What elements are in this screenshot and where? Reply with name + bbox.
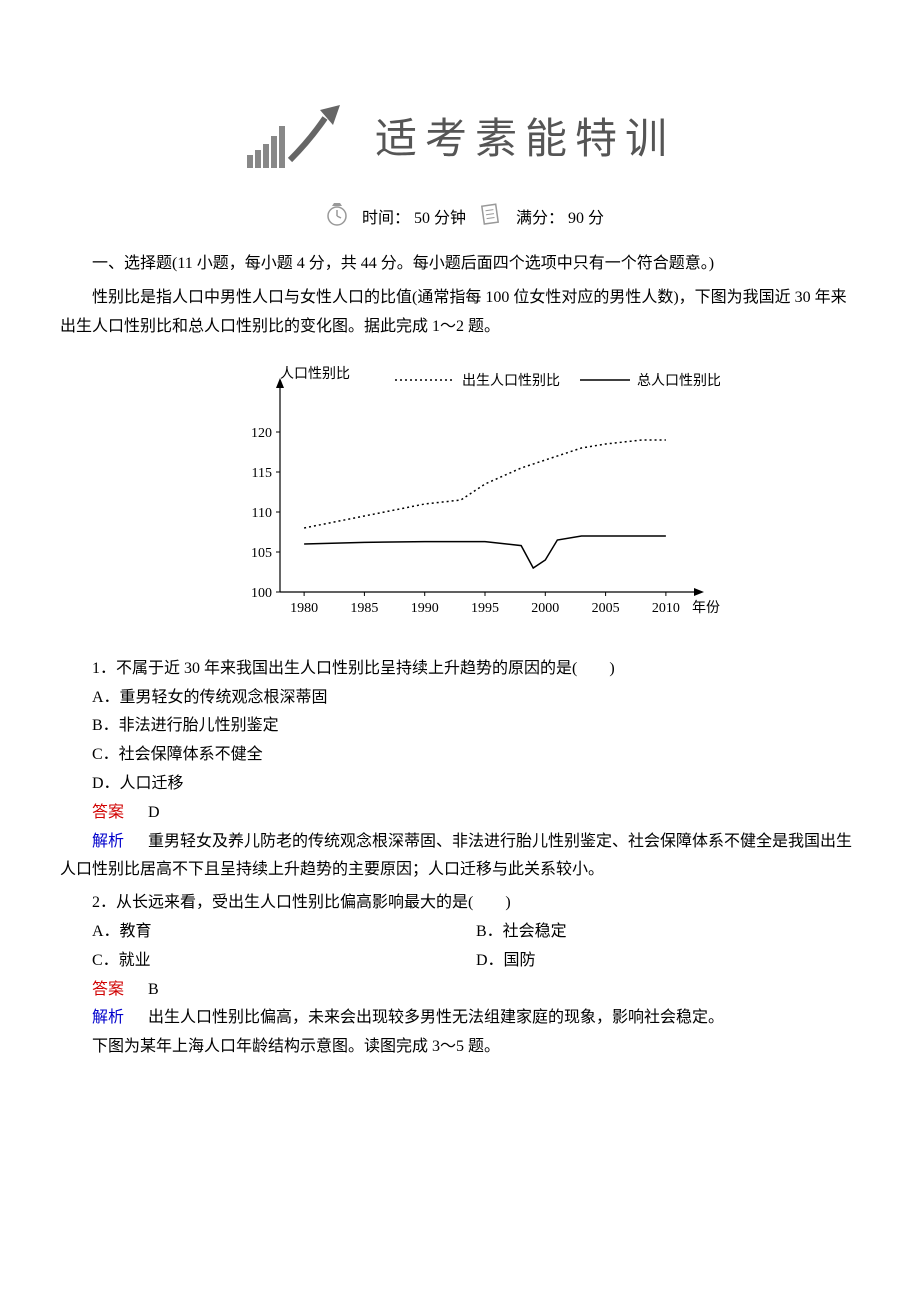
q2-optB: B．社会稳定 <box>476 918 860 947</box>
q1-answer-line: 答案 D <box>60 799 860 828</box>
svg-text:1995: 1995 <box>471 601 499 616</box>
q1-analysis-label: 解析 <box>92 833 124 850</box>
chart-container: 100 105 110 115 120 1980 1985 1990 1995 2000 2005 2… <box>60 352 860 643</box>
svg-text:总人口性别比: 总人口性别比 <box>637 373 720 389</box>
q2-row2: C．就业 D．国防 <box>60 947 860 976</box>
svg-text:2010: 2010 <box>652 601 680 616</box>
q1-optA: A．重男轻女的传统观念根深蒂固 <box>60 684 860 713</box>
q1-analysis: 解析 重男轻女及养儿防老的传统观念根深蒂固、非法进行胎儿性别鉴定、社会保障体系不… <box>60 828 860 886</box>
paper-icon <box>478 201 504 238</box>
section-heading: 一、选择题(11 小题，每小题 4 分，共 44 分。每小题后面四个选项中只有一… <box>60 250 860 279</box>
banner-title: 适考素能特训 <box>375 103 675 179</box>
svg-text:出生人口性别比: 出生人口性别比 <box>462 373 560 389</box>
q2-answer-line: 答案 B <box>60 976 860 1005</box>
svg-text:年份: 年份 <box>692 600 720 616</box>
q1-optC: C．社会保障体系不健全 <box>60 741 860 770</box>
q2-answer-label: 答案 <box>92 981 124 998</box>
q2-analysis-label: 解析 <box>92 1009 124 1026</box>
svg-text:人口性别比: 人口性别比 <box>280 366 350 382</box>
svg-text:2000: 2000 <box>531 601 559 616</box>
q1-optB: B．非法进行胎儿性别鉴定 <box>60 712 860 741</box>
time-value: 50 分钟 <box>414 210 466 227</box>
svg-text:120: 120 <box>251 426 272 441</box>
banner: 适考素能特训 <box>60 100 860 181</box>
q2-analysis-text: 出生人口性别比偏高，未来会出现较多男性无法组建家庭的现象，影响社会稳定。 <box>148 1009 724 1026</box>
q2-answer-value: B <box>148 981 159 998</box>
q1-stem: 1．不属于近 30 年来我国出生人口性别比呈持续上升趋势的原因的是( ) <box>60 655 860 684</box>
q1-answer-label: 答案 <box>92 804 124 821</box>
svg-text:1985: 1985 <box>350 601 378 616</box>
q2-optC: C．就业 <box>92 947 476 976</box>
time-label: 时间： <box>362 210 410 227</box>
next-intro: 下图为某年上海人口年龄结构示意图。读图完成 3～5 题。 <box>60 1033 860 1062</box>
banner-icon <box>245 100 355 181</box>
svg-text:105: 105 <box>251 546 272 561</box>
svg-text:115: 115 <box>252 466 272 481</box>
q2-optD: D．国防 <box>476 947 860 976</box>
q2-optA: A．教育 <box>92 918 476 947</box>
svg-text:100: 100 <box>251 586 272 601</box>
score-label: 满分： <box>516 210 564 227</box>
clock-icon <box>324 201 350 238</box>
banner-inner: 适考素能特训 <box>245 100 675 181</box>
score-value: 90 分 <box>568 210 604 227</box>
svg-text:1990: 1990 <box>411 601 439 616</box>
q1-analysis-text: 重男轻女及养儿防老的传统观念根深蒂固、非法进行胎儿性别鉴定、社会保障体系不健全是… <box>60 833 852 879</box>
q2-row1: A．教育 B．社会稳定 <box>60 918 860 947</box>
sex-ratio-chart: 100 105 110 115 120 1980 1985 1990 1995 2000 2005 2… <box>200 352 720 632</box>
svg-text:1980: 1980 <box>290 601 318 616</box>
time-score-row: 时间： 50 分钟 满分： 90 分 <box>60 201 860 238</box>
svg-text:110: 110 <box>252 506 272 521</box>
q2-stem: 2．从长远来看，受出生人口性别比偏高影响最大的是( ) <box>60 889 860 918</box>
q1-answer-value: D <box>148 804 160 821</box>
section-intro: 性别比是指人口中男性人口与女性人口的比值(通常指每 100 位女性对应的男性人数… <box>60 284 860 342</box>
q1-optD: D．人口迁移 <box>60 770 860 799</box>
q2-analysis: 解析 出生人口性别比偏高，未来会出现较多男性无法组建家庭的现象，影响社会稳定。 <box>60 1004 860 1033</box>
svg-text:2005: 2005 <box>592 601 620 616</box>
